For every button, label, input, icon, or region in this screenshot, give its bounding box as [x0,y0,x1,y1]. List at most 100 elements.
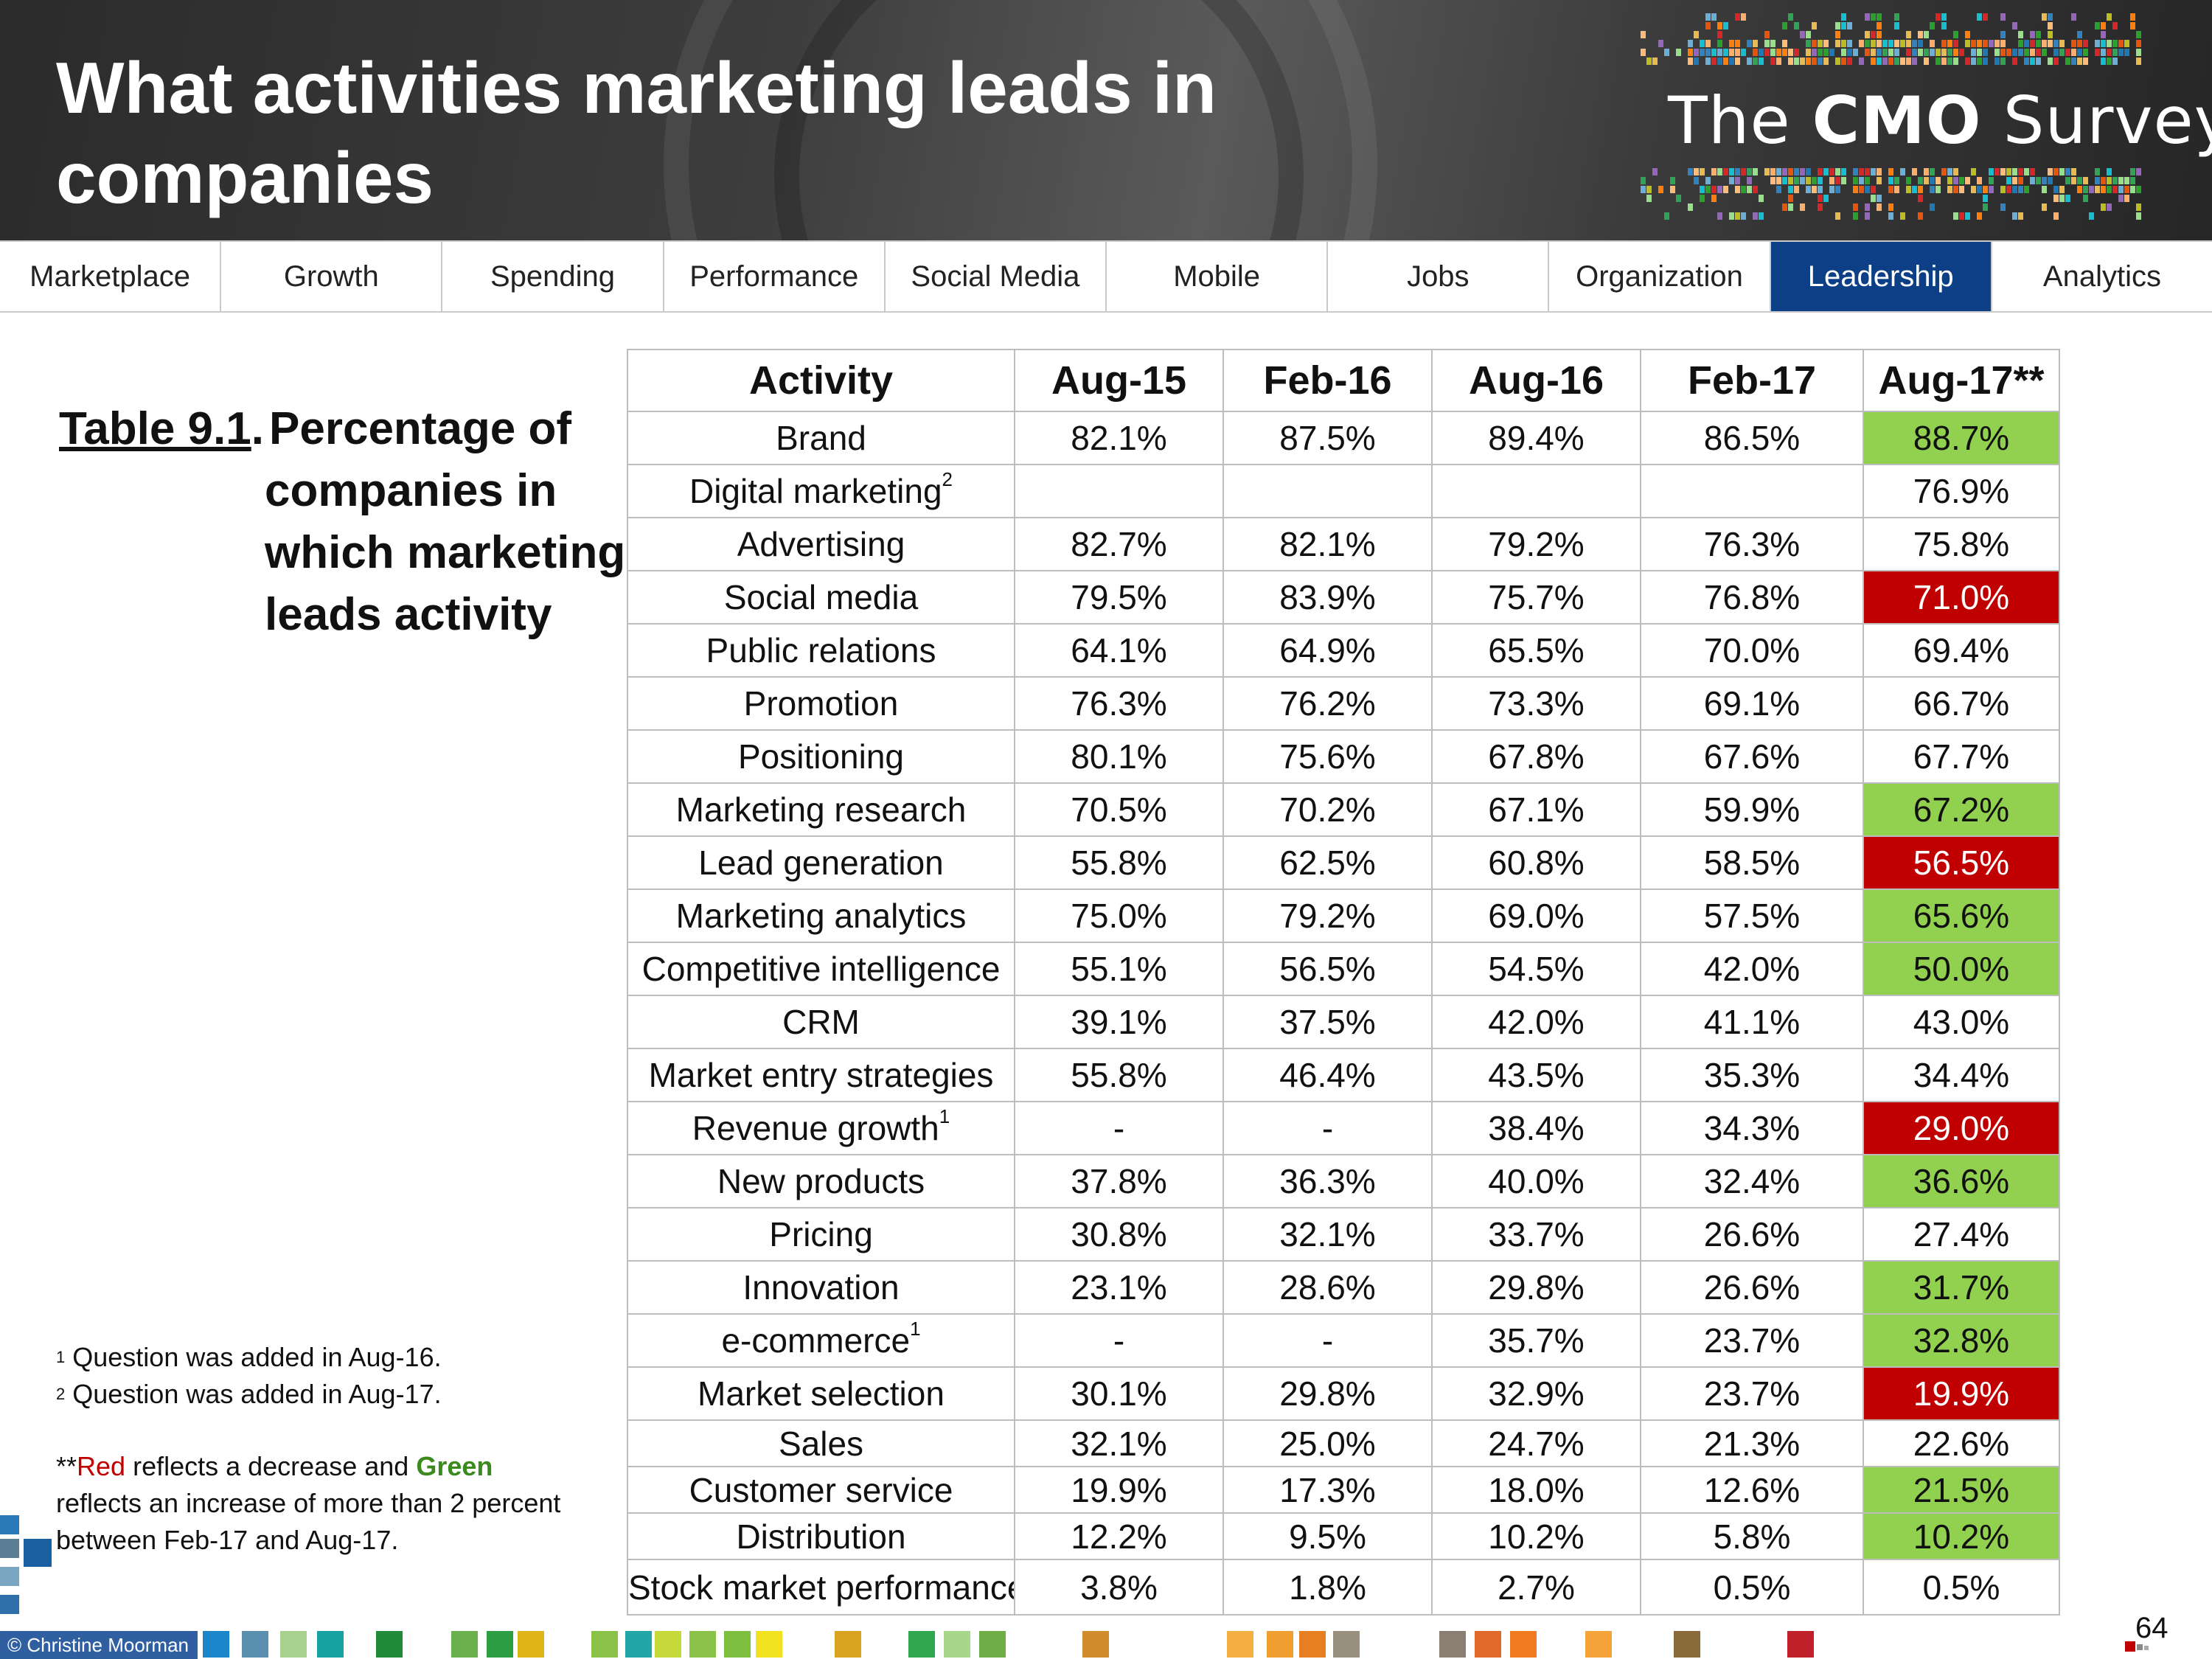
value-cell: 43.5% [1431,1048,1641,1102]
logo-pixel [2018,212,2023,220]
decorative-square [625,1631,652,1658]
logo-pixel [2042,40,2047,47]
logo-pixel [2030,168,2035,175]
column-header: Feb-16 [1222,349,1433,412]
value-cell: 82.7% [1014,517,1224,571]
logo-pixel [1900,168,1905,175]
logo-pixel [2012,168,2017,175]
activity-cell: Competitive intelligence [627,942,1015,996]
logo-pixel [1959,212,1964,220]
logo-pixel [1871,186,1876,193]
logo-pixel [1965,177,1970,184]
logo-pixel [1983,49,1988,56]
logo-pixel [1806,177,1811,184]
tab-social-media[interactable]: Social Media [885,242,1107,311]
logo-pixel [1800,168,1805,175]
value-cell: 37.8% [1014,1154,1224,1208]
tab-growth[interactable]: Growth [221,242,443,311]
logo-pixel [1794,168,1799,175]
logo-pixel [1888,40,1893,47]
logo-pixel [2083,195,2088,202]
tab-performance[interactable]: Performance [664,242,886,311]
logo-pixel [2118,49,2124,56]
value-cell: 41.1% [1640,995,1864,1049]
logo-pixel [2071,40,2076,47]
value-cell: 30.8% [1014,1207,1224,1262]
logo-pixel [1806,49,1811,56]
logo-pixel [1924,58,1929,65]
logo-pixel [1953,168,1958,175]
logo-pixel [2059,195,2065,202]
logo-pixel [1764,31,1770,38]
logo-pixel [1888,204,1893,211]
value-cell: 57.5% [1640,888,1864,943]
logo-pixel [1894,40,1899,47]
decorative-square [1227,1631,1253,1658]
value-cell: 29.0% [1863,1101,2060,1155]
publisher-logo [2125,1641,2149,1652]
logo-pixel [1865,40,1870,47]
activity-cell: New products [627,1154,1015,1208]
value-cell: 36.6% [1863,1154,2060,1208]
value-cell: 31.7% [1863,1260,2060,1315]
logo-pixel [1965,40,1970,47]
logo-pixel [1700,49,1705,56]
logo-pixel [1853,212,1858,220]
logo-pixel [1871,58,1876,65]
logo-pixel [1971,40,1976,47]
value-cell: - [1014,1101,1224,1155]
logo-pixel [1711,168,1717,175]
logo-pixel [1859,58,1864,65]
logo-pixel [2136,186,2141,193]
logo-pixel [1888,212,1893,220]
logo-pixel [1994,58,2000,65]
logo-pixel [2095,168,2100,175]
value-cell: 34.3% [1640,1101,1864,1155]
tab-marketplace[interactable]: Marketplace [0,242,222,311]
tab-analytics[interactable]: Analytics [1992,242,2212,311]
value-cell: 67.6% [1640,729,1864,784]
logo-pixel [2124,195,2129,202]
tab-spending[interactable]: Spending [442,242,664,311]
tab-organization[interactable]: Organization [1549,242,1771,311]
logo-pixel [1806,186,1811,193]
logo-pixel [1835,22,1840,29]
logo-pixel [1717,212,1722,220]
logo-pixel [2048,58,2053,65]
logo-pixel [1776,168,1781,175]
value-cell: 75.6% [1222,729,1433,784]
table-row: Stock market performance 3.8% 1.8% 2.7% 0.5%… [627,1559,2060,1615]
tab-leadership[interactable]: Leadership [1770,242,1992,311]
value-cell: 18.0% [1431,1466,1641,1514]
logo-pixel [1741,13,1746,21]
logo-pixel [1764,49,1770,56]
logo-pixel [1818,40,1823,47]
value-cell: 40.0% [1431,1154,1641,1208]
value-cell: 32.8% [1863,1313,2060,1368]
tab-jobs[interactable]: Jobs [1328,242,1550,311]
logo-pixel [1788,177,1793,184]
section-nav: Marketplace Growth Spending Performance Soci… [0,240,2212,313]
logo-pixel [2030,31,2035,38]
logo-pixel [2012,58,2017,65]
logo-pixel [1788,168,1793,175]
logo-pixel [1776,49,1781,56]
logo-pixel [1694,58,1699,65]
logo-pixel [2118,177,2124,184]
logo-pixel [2107,49,2112,56]
cmo-survey-logo: The CMO Survey [1668,83,2212,159]
logo-pixel [2059,186,2065,193]
logo-pixel [1983,40,1988,47]
logo-pixel [2012,49,2017,56]
activity-cell: Pricing [627,1207,1015,1262]
logo-pixel [1994,40,2000,47]
value-cell: 32.4% [1640,1154,1864,1208]
tab-mobile[interactable]: Mobile [1107,242,1329,311]
logo-pixel [1953,212,1958,220]
logo-pixel [1735,186,1740,193]
logo-pixel [2000,31,2006,38]
logo-pixel [1847,40,1852,47]
logo-pixel [2048,13,2053,21]
logo-pixel [1865,212,1870,220]
logo-pixel [2136,204,2141,211]
